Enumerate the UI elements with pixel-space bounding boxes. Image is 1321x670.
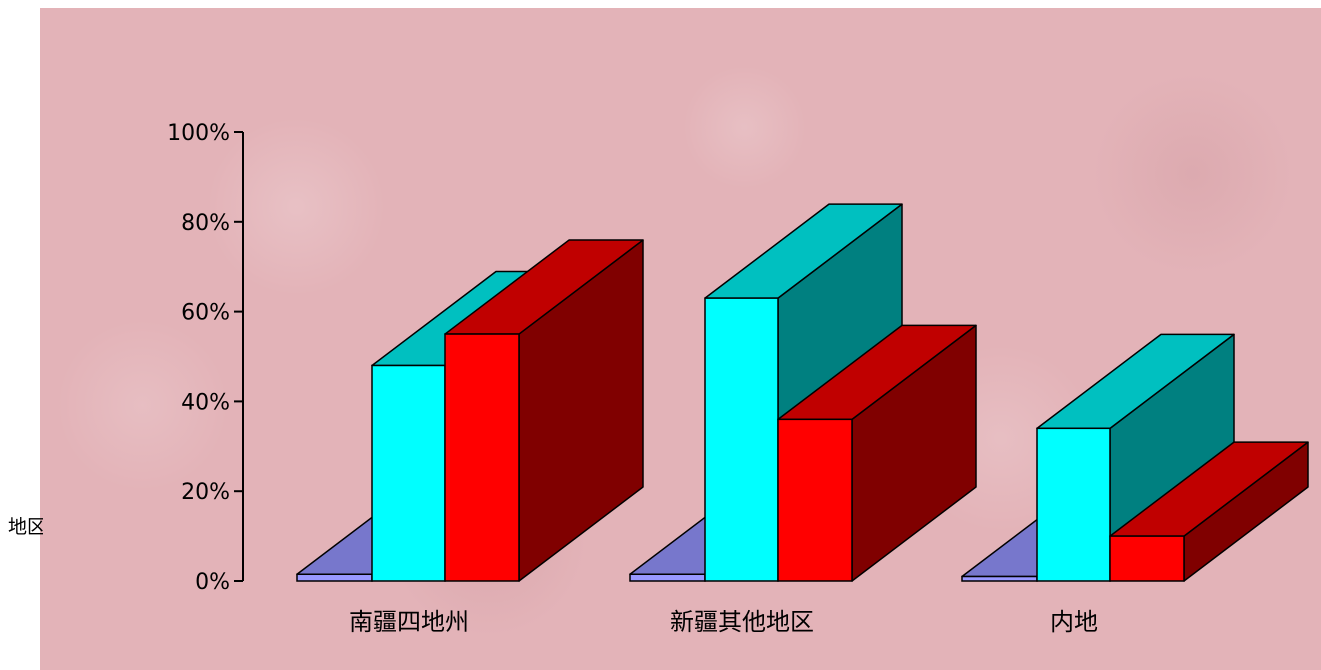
y-axis: 0% 20% 40% 60% 80% 100% bbox=[167, 121, 244, 595]
y-tick-label: 0% bbox=[195, 570, 230, 595]
category-label: 内地 bbox=[1050, 608, 1098, 636]
y-tick-label: 60% bbox=[181, 301, 230, 326]
bar-front bbox=[1109, 535, 1185, 582]
bar-front bbox=[1036, 427, 1111, 582]
bar-front bbox=[296, 573, 373, 582]
category-label: 南疆四地州 bbox=[349, 608, 469, 636]
y-tick-label: 40% bbox=[181, 390, 230, 415]
bar-0-2 bbox=[444, 239, 644, 582]
category-label: 新疆其他地区 bbox=[670, 608, 814, 636]
bar-front bbox=[961, 575, 1038, 582]
bar-front bbox=[704, 297, 779, 582]
axis-side-label: 地区 bbox=[8, 516, 43, 538]
bar-1-2 bbox=[777, 324, 977, 582]
bar-front bbox=[629, 573, 706, 582]
category-labels: 南疆四地州 新疆其他地区 内地 bbox=[349, 608, 1098, 636]
y-tick-label: 80% bbox=[181, 211, 230, 236]
bar-front bbox=[777, 418, 853, 582]
bar-2-1 bbox=[1036, 333, 1235, 582]
slide-background bbox=[40, 8, 1321, 670]
bar-2-2 bbox=[1109, 441, 1309, 582]
y-tick-label: 100% bbox=[167, 121, 230, 146]
y-tick-label: 20% bbox=[181, 480, 230, 505]
bar-front bbox=[444, 333, 520, 582]
bar-front bbox=[371, 364, 446, 582]
bars bbox=[296, 203, 1309, 582]
